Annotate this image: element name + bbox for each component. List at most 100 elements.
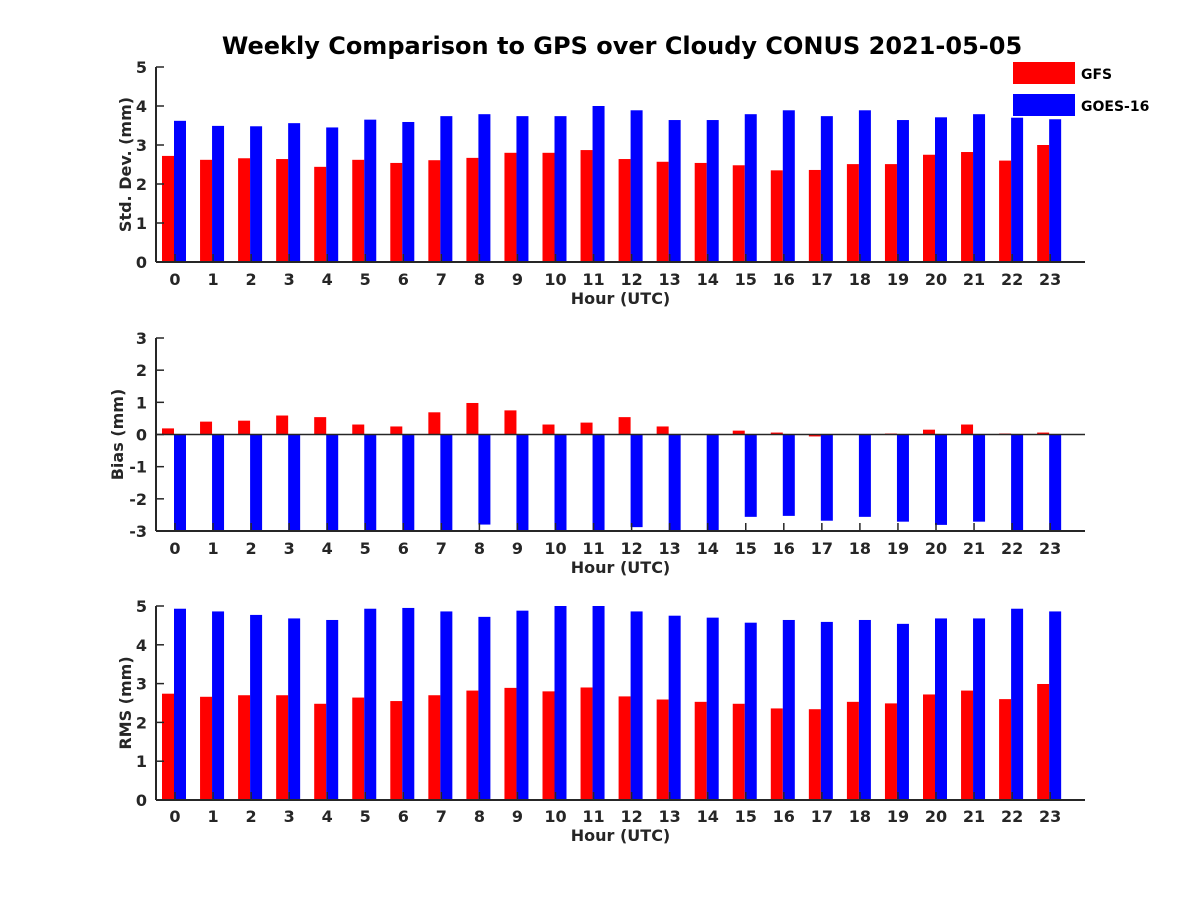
bias-xtick-label-19: 19 <box>887 539 909 558</box>
legend: GFS GOES-16 <box>1013 62 1149 116</box>
bias-bar-gfs-4 <box>314 417 327 435</box>
legend-swatch-goes16 <box>1013 94 1075 116</box>
rms-bar-goes16-2 <box>250 614 263 800</box>
stddev-xtick-label-8: 8 <box>474 270 485 289</box>
stddev-xtick-label-22: 22 <box>1001 270 1023 289</box>
stddev-bar-goes16-18 <box>858 110 871 262</box>
bias-xtick-label-14: 14 <box>697 539 719 558</box>
stddev-bar-gfs-11 <box>580 150 593 262</box>
rms-bar-gfs-14 <box>694 701 707 800</box>
rms-bar-gfs-0 <box>162 693 174 800</box>
rms-bar-gfs-18 <box>846 701 859 800</box>
rms-xtick-label-5: 5 <box>360 807 371 826</box>
legend-swatch-gfs <box>1013 62 1075 84</box>
bias-bar-gfs-11 <box>580 422 593 435</box>
stddev-xtick-label-14: 14 <box>697 270 719 289</box>
rms-ytick-label-1: 1 <box>136 752 147 771</box>
bias-bar-goes16-16 <box>782 434 795 516</box>
bias-bar-goes16-4 <box>326 434 339 531</box>
rms-bar-goes16-1 <box>212 611 225 800</box>
bias-bar-gfs-0 <box>162 428 174 435</box>
bias-bar-goes16-5 <box>364 434 377 531</box>
stddev-bar-gfs-7 <box>428 160 441 262</box>
bias-xtick-label-7: 7 <box>436 539 447 558</box>
stddev-bar-goes16-9 <box>516 116 529 262</box>
stddev-bar-gfs-14 <box>694 162 707 262</box>
bias-bar-gfs-3 <box>276 415 289 435</box>
rms-ytick-label-0: 0 <box>136 791 147 810</box>
bias-xtick-label-11: 11 <box>582 539 604 558</box>
stddev-bar-gfs-15 <box>732 165 745 262</box>
rms-bar-gfs-6 <box>390 701 403 800</box>
stddev-bar-gfs-19 <box>884 164 897 262</box>
stddev-bar-goes16-3 <box>288 123 301 262</box>
rms-bar-gfs-15 <box>732 703 745 800</box>
bias-bar-goes16-12 <box>630 434 643 528</box>
stddev-xtick-label-21: 21 <box>963 270 985 289</box>
rms-xtick-label-2: 2 <box>246 807 257 826</box>
stddev-xtick-label-19: 19 <box>887 270 909 289</box>
rms-ytick-label-5: 5 <box>136 597 147 616</box>
stddev-ytick-label-3: 3 <box>136 136 147 155</box>
stddev-ytick-label-1: 1 <box>136 214 147 233</box>
rms-x-axis-label: Hour (UTC) <box>571 826 671 845</box>
stddev-xtick-label-16: 16 <box>773 270 795 289</box>
bias-bar-gfs-20 <box>923 429 935 435</box>
bias-ytick-label--3: -3 <box>129 522 147 541</box>
stddev-xtick-label-15: 15 <box>735 270 757 289</box>
stddev-bar-goes16-4 <box>326 127 339 262</box>
stddev-bar-goes16-19 <box>896 120 909 262</box>
rms-bar-gfs-8 <box>466 690 479 800</box>
bias-bar-gfs-21 <box>961 424 974 435</box>
bias-xtick-label-15: 15 <box>735 539 757 558</box>
stddev-bar-goes16-12 <box>630 110 643 262</box>
rms-ytick-label-4: 4 <box>136 636 147 655</box>
bias-bar-goes16-13 <box>668 434 681 531</box>
rms-xtick-label-20: 20 <box>925 807 947 826</box>
stddev-bar-goes16-16 <box>782 110 795 262</box>
stddev-bar-goes16-7 <box>440 116 453 262</box>
rms-xtick-label-10: 10 <box>544 807 566 826</box>
rms-xtick-label-16: 16 <box>773 807 795 826</box>
stddev-bar-goes16-10 <box>554 116 567 262</box>
bias-bar-goes16-17 <box>820 434 833 521</box>
rms-bar-goes16-8 <box>478 616 491 800</box>
bias-bar-gfs-16 <box>770 432 783 435</box>
rms-xtick-label-12: 12 <box>620 807 642 826</box>
stddev-bar-gfs-9 <box>504 152 517 262</box>
rms-bar-goes16-11 <box>592 606 605 800</box>
stddev-bar-gfs-10 <box>542 152 555 262</box>
rms-xtick-label-21: 21 <box>963 807 985 826</box>
rms-xtick-label-8: 8 <box>474 807 485 826</box>
rms-ytick-label-3: 3 <box>136 675 147 694</box>
bias-bar-gfs-7 <box>428 412 441 435</box>
stddev-bar-gfs-16 <box>770 170 783 262</box>
rms-bar-gfs-12 <box>618 696 631 800</box>
rms-bar-gfs-22 <box>999 699 1012 800</box>
bias-bar-gfs-17 <box>808 434 821 437</box>
bias-bar-goes16-9 <box>516 434 529 531</box>
rms-xtick-label-11: 11 <box>582 807 604 826</box>
stddev-xtick-label-1: 1 <box>207 270 218 289</box>
bias-bar-goes16-20 <box>935 434 947 525</box>
stddev-bar-goes16-15 <box>744 114 757 262</box>
rms-xtick-label-14: 14 <box>697 807 719 826</box>
bias-bar-goes16-11 <box>592 434 605 531</box>
rms-xtick-label-18: 18 <box>849 807 871 826</box>
rms-bar-goes16-6 <box>402 607 415 800</box>
stddev-bar-goes16-13 <box>668 120 681 262</box>
stddev-xtick-label-3: 3 <box>284 270 295 289</box>
bias-ytick-label-3: 3 <box>136 329 147 348</box>
bias-xtick-label-18: 18 <box>849 539 871 558</box>
stddev-bar-gfs-6 <box>390 162 403 262</box>
rms-bar-goes16-21 <box>973 618 986 800</box>
stddev-xtick-label-6: 6 <box>398 270 409 289</box>
stddev-xtick-label-2: 2 <box>246 270 257 289</box>
stddev-xtick-label-17: 17 <box>811 270 833 289</box>
stddev-bar-goes16-0 <box>174 120 186 262</box>
stddev-bar-gfs-21 <box>961 152 974 262</box>
rms-bar-goes16-19 <box>896 623 909 800</box>
rms-bar-gfs-3 <box>276 695 289 800</box>
stddev-bar-goes16-1 <box>212 125 225 262</box>
